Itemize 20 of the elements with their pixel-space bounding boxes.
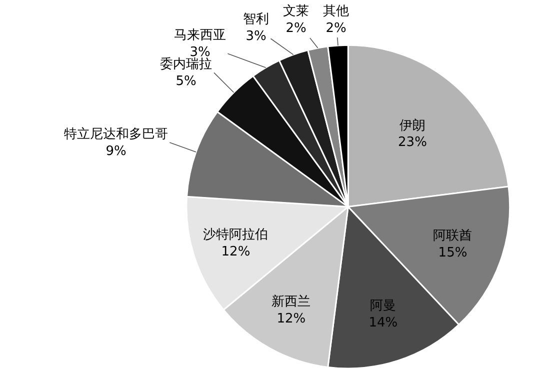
- data-label: 3%: [246, 28, 266, 44]
- data-label: 2%: [326, 20, 346, 36]
- data-label: 12%: [276, 311, 306, 326]
- slice-label: 智利: [243, 12, 269, 27]
- slice-label: 沙特阿拉伯: [203, 227, 268, 242]
- slice-label: 文莱: [283, 4, 309, 19]
- slice-label: 阿曼: [370, 298, 396, 314]
- data-label: 5%: [176, 74, 196, 89]
- data-label: 2%: [286, 20, 306, 36]
- slice-label: 其他: [323, 4, 349, 19]
- slice-label: 特立尼达和多巴哥: [64, 126, 168, 142]
- data-label: 9%: [106, 144, 126, 159]
- slice-label: 新西兰: [272, 294, 311, 310]
- data-label: 15%: [438, 245, 468, 260]
- slice-label: 马来西亚: [174, 28, 226, 43]
- slice-label: 阿联酋: [433, 228, 472, 244]
- data-label: 12%: [221, 244, 250, 260]
- data-label: 23%: [398, 135, 427, 150]
- slice-label: 伊朗: [399, 117, 426, 134]
- data-label: 14%: [368, 316, 398, 331]
